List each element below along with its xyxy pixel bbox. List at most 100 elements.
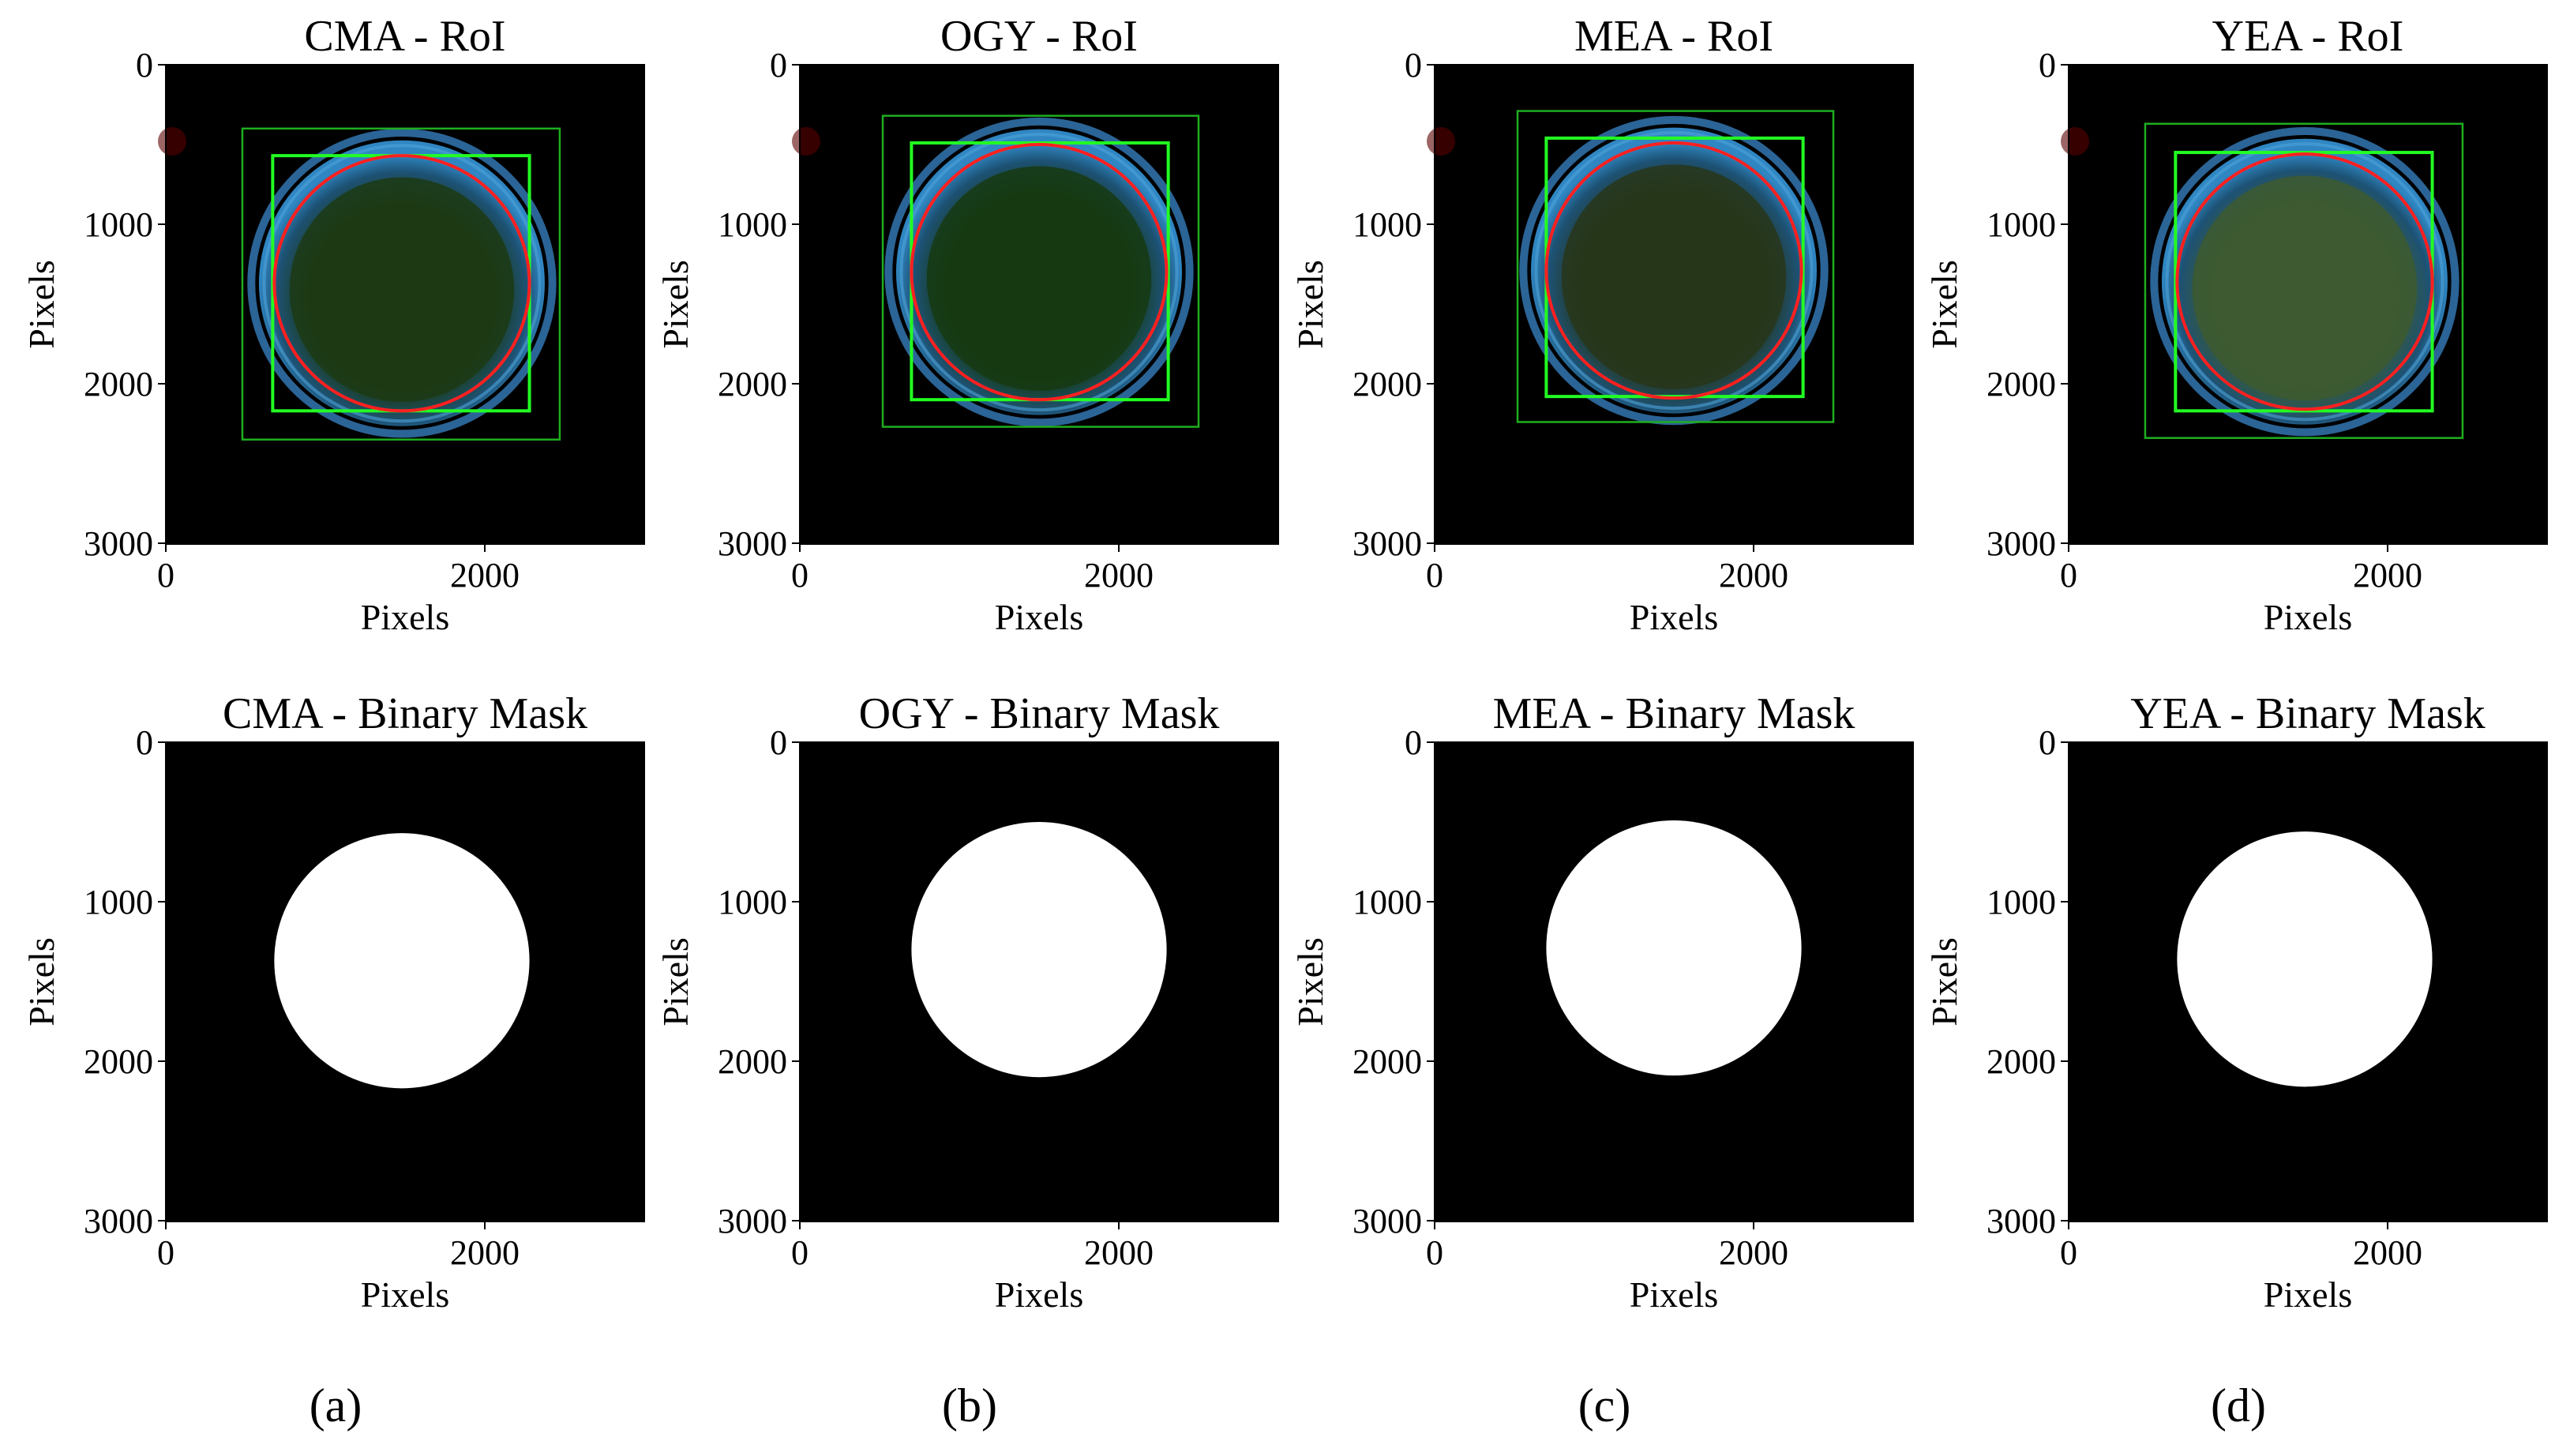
y-tick-label: 3000 <box>718 524 787 563</box>
x-tick-label: 2000 <box>1084 1233 1154 1272</box>
mask-plot-2: OGY - Binary Mask 0 2000 0 1000 2000 3000 Pixel… <box>655 689 1279 1315</box>
y-tick-label: 1000 <box>718 883 787 921</box>
x-tick-label: 0 <box>2060 1233 2077 1272</box>
mask-plot-3: MEA - Binary Mask 0 2000 0 1000 2000 3000 Pixel… <box>1290 689 1914 1315</box>
y-tick-label: 0 <box>2039 46 2056 84</box>
mask-title: MEA - Binary Mask <box>1493 689 1855 738</box>
y-tick-label: 3000 <box>1987 1202 2056 1240</box>
roi-plot-1: CMA - RoI 0 2000 0 1000 2000 3000 Pixels Pixels <box>21 12 645 637</box>
noise-spot <box>1427 126 1455 156</box>
plate-inner-rim <box>1534 131 1814 411</box>
y-tick-label: 3000 <box>84 1202 153 1240</box>
x-tick-label: 2000 <box>1719 556 1788 595</box>
y-tick-label: 2000 <box>1987 1042 2056 1081</box>
y-axis-label: Pixels <box>1290 937 1330 1026</box>
roi-title: CMA - RoI <box>304 12 505 61</box>
x-tick-label: 2000 <box>450 1233 520 1272</box>
y-tick-label: 2000 <box>84 365 153 403</box>
noise-spot <box>2061 126 2089 156</box>
y-tick-label: 0 <box>770 46 787 84</box>
axes-frame <box>2068 64 2548 545</box>
y-tick-label: 2000 <box>1353 365 1422 403</box>
y-tick-label: 1000 <box>1987 883 2056 921</box>
x-axis-label: Pixels <box>361 1274 449 1315</box>
y-tick-label: 3000 <box>1353 1202 1422 1240</box>
axes-frame <box>165 741 645 1222</box>
outer-bounding-box <box>881 114 1200 428</box>
axes-frame <box>799 741 1279 1222</box>
y-tick-label: 0 <box>1405 46 1422 84</box>
mask-plot-1: CMA - Binary Mask 0 2000 0 1000 2000 3000 Pixel… <box>21 689 645 1315</box>
outer-bounding-box <box>1516 110 1835 423</box>
x-tick-label: 2000 <box>1084 556 1154 595</box>
mask-disc <box>2177 831 2433 1087</box>
fitted-circle <box>1544 141 1803 400</box>
y-tick-label: 0 <box>136 46 153 84</box>
mask-title: OGY - Binary Mask <box>859 689 1220 738</box>
y-tick-label: 2000 <box>84 1042 153 1081</box>
x-axis-label: Pixels <box>1630 597 1718 637</box>
y-tick-label: 1000 <box>84 205 153 244</box>
plate-inner-rim <box>262 144 542 423</box>
outer-bounding-box <box>2144 122 2464 439</box>
roi-title: YEA - RoI <box>2212 12 2404 61</box>
y-axis-label: Pixels <box>1290 260 1330 348</box>
x-tick-label: 0 <box>791 1233 809 1272</box>
y-tick-label: 3000 <box>718 1202 787 1240</box>
plate-outer-rim <box>2150 127 2459 437</box>
plate-outer-rim <box>247 129 557 438</box>
x-axis-label: Pixels <box>1630 1274 1718 1315</box>
mask-plot-4: YEA - Binary Mask 0 2000 0 1000 2000 3000 Pixel… <box>1924 689 2548 1315</box>
y-tick-label: 0 <box>1405 723 1422 762</box>
subfigure-label: (d) <box>2211 1379 2266 1432</box>
colony-region <box>1561 164 1787 389</box>
y-tick-label: 3000 <box>84 524 153 563</box>
y-tick-label: 3000 <box>1987 524 2056 563</box>
outer-bounding-box <box>241 127 561 441</box>
y-axis-label: Pixels <box>655 260 696 348</box>
x-axis-label: Pixels <box>2264 597 2352 637</box>
subfigure-label: (b) <box>942 1379 997 1432</box>
roi-title: OGY - RoI <box>940 12 1138 61</box>
colony-region <box>926 166 1152 391</box>
y-tick-label: 1000 <box>1987 205 2056 244</box>
x-tick-label: 0 <box>157 556 174 595</box>
x-tick-label: 2000 <box>2353 556 2422 595</box>
x-tick-label: 0 <box>1426 1233 1443 1272</box>
y-tick-label: 1000 <box>1353 205 1422 244</box>
colony-region <box>2192 175 2418 401</box>
noise-spot <box>158 126 186 156</box>
plate-inner-rim <box>899 133 1179 412</box>
y-axis-label: Pixels <box>655 937 696 1026</box>
x-axis-label: Pixels <box>995 1274 1083 1315</box>
y-tick-label: 2000 <box>1987 365 2056 403</box>
roi-plot-4: YEA - RoI 0 2000 0 1000 2000 3000 Pixels Pixels <box>1924 12 2548 637</box>
axes-frame <box>799 64 1279 545</box>
fitted-circle <box>272 154 531 413</box>
mask-disc <box>911 822 1167 1078</box>
y-axis-label: Pixels <box>1924 937 1964 1026</box>
y-tick-label: 0 <box>770 723 787 762</box>
subfigure-label: (a) <box>310 1379 362 1432</box>
x-tick-label: 2000 <box>1719 1233 1788 1272</box>
plate-outer-rim <box>884 117 1194 427</box>
x-tick-label: 2000 <box>450 556 520 595</box>
axes-frame <box>165 64 645 545</box>
noise-spot <box>792 126 820 156</box>
y-axis-label: Pixels <box>21 260 62 348</box>
y-tick-label: 2000 <box>1353 1042 1422 1081</box>
mask-disc <box>274 833 530 1089</box>
x-axis-label: Pixels <box>2264 1274 2352 1315</box>
subfigure-label: (c) <box>1578 1379 1631 1432</box>
y-tick-label: 2000 <box>718 365 787 403</box>
y-axis-label: Pixels <box>1924 260 1964 348</box>
axes-frame <box>2068 741 2548 1222</box>
y-tick-label: 1000 <box>84 883 153 921</box>
y-tick-label: 0 <box>2039 723 2056 762</box>
plate-inner-rim <box>2165 142 2444 422</box>
x-tick-label: 0 <box>1426 556 1443 595</box>
roi-plot-3: MEA - RoI 0 2000 0 1000 2000 3000 Pixels Pixels <box>1290 12 1914 637</box>
x-axis-label: Pixels <box>361 597 449 637</box>
mask-title: CMA - Binary Mask <box>223 689 587 738</box>
